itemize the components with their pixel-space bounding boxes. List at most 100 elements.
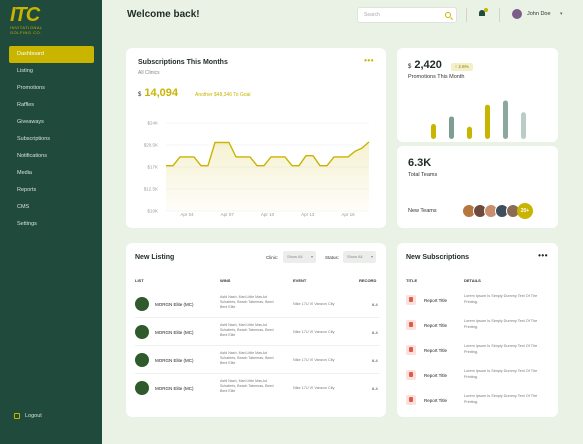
column-header-wins[interactable]: WINS: [220, 278, 231, 283]
clinic-filter-select[interactable]: Show All ▾: [283, 251, 316, 263]
column-header-event[interactable]: EVENT: [293, 278, 307, 283]
header-divider: [499, 8, 500, 22]
row-event: Nike 17U VI Vanzon City: [293, 330, 335, 334]
row-record: 6-4: [372, 330, 378, 335]
list-item[interactable]: Report Title Lorem Ipsum Is Simply Dummy…: [406, 363, 551, 388]
list-item[interactable]: Report Title Lorem Ipsum Is Simply Dummy…: [406, 313, 551, 338]
row-record: 6-4: [372, 358, 378, 363]
sidebar-item-dashboard[interactable]: Dashboard: [9, 46, 94, 63]
table-row[interactable]: MORGN Elite (MC) Asfd Nash, Mari Little …: [135, 292, 380, 318]
sidebar-item-promotions[interactable]: Promotions: [17, 85, 45, 91]
row-name: MORGN Elite (MC): [155, 358, 194, 363]
promotions-bar: [521, 112, 526, 139]
y-tick-label: $24K: [147, 121, 158, 126]
subscriptions-value-row: $ 14,094 Another $48,346 To Goal: [138, 87, 251, 99]
clinic-filter-value: Show All: [287, 254, 303, 259]
sidebar-item-raffles[interactable]: Raffles: [17, 102, 35, 108]
promotions-bar-chart: [431, 100, 526, 139]
status-filter-label: Status:: [325, 255, 340, 260]
subscriptions-title: Subscriptions This Months: [138, 59, 228, 66]
user-name[interactable]: John Doe: [527, 11, 551, 17]
subscriptions-goal: Another $48,346 To Goal: [195, 92, 251, 98]
sidebar-item-listing[interactable]: Listing: [17, 68, 33, 74]
new-teams-label: New Teams: [408, 208, 437, 214]
promotions-bar: [449, 116, 454, 139]
y-tick-label: $20.5K: [144, 143, 158, 148]
sidebar-item-settings[interactable]: Settings: [17, 221, 37, 227]
avatar: [135, 297, 149, 311]
sidebar-item-reports[interactable]: Reports: [17, 187, 37, 193]
sidebar-item-giveaways[interactable]: Giveaways: [17, 119, 44, 125]
table-row[interactable]: MORGN Elite (MC) Asfd Nash, Mari Little …: [135, 376, 380, 402]
list-item[interactable]: Report Title Lorem Ipsum Is Simply Dummy…: [406, 388, 551, 413]
logout-button[interactable]: Logout: [14, 413, 42, 419]
report-detail: Lorem Ipsum Is Simply Dummy Text Of The …: [464, 394, 538, 404]
avatar[interactable]: [512, 9, 522, 19]
promotions-value-row: $ 2,420 ↑ 2.6%: [408, 59, 473, 71]
subscriptions-chart: $24K $20.5K $17K $12.5K $10K Apr 04 Apr 07 Apr …: [144, 121, 370, 217]
chevron-down-icon[interactable]: ▾: [560, 11, 563, 17]
sidebar-item-cms[interactable]: CMS: [17, 204, 30, 210]
row-name: MORGN Elite (MC): [155, 386, 194, 391]
search-placeholder: Search: [364, 12, 380, 18]
x-tick-label: Apr 04: [180, 212, 194, 217]
x-tick-label: Apr 07: [221, 212, 235, 217]
chevron-down-icon: ▾: [310, 254, 313, 259]
y-tick-label: $10K: [147, 209, 158, 214]
chevron-down-icon: ▾: [370, 254, 373, 259]
sidebar-item-subscriptions[interactable]: Subscriptions: [17, 136, 51, 142]
bell-icon[interactable]: [478, 8, 488, 18]
top-header: Welcome back! Search John Doe ▾: [102, 0, 583, 30]
table-row[interactable]: MORGN Elite (MC) Asfd Nash, Mari Little …: [135, 348, 380, 374]
list-item[interactable]: Report Title Lorem Ipsum Is Simply Dummy…: [406, 288, 551, 313]
new-subscriptions-card: New Subscriptions ••• TITLE DETAILS Repo…: [397, 243, 558, 417]
column-header-title[interactable]: TITLE: [406, 278, 418, 283]
promotions-bar: [503, 100, 508, 139]
currency-symbol: $: [408, 64, 412, 70]
x-tick-label: Apr 16: [341, 212, 355, 217]
column-header-record[interactable]: RECORD: [359, 278, 377, 283]
search-input[interactable]: Search: [357, 7, 457, 23]
chart-area-fill: [166, 141, 369, 211]
column-header-list[interactable]: LIST: [135, 278, 144, 283]
new-listing-card: New Listing Clinic: Show All ▾ Status: S…: [126, 243, 386, 417]
sidebar-item-media[interactable]: Media: [17, 170, 32, 176]
list-item[interactable]: Report Title Lorem Ipsum Is Simply Dummy…: [406, 338, 551, 363]
more-options-icon[interactable]: •••: [538, 251, 548, 260]
pdf-file-icon: [406, 320, 416, 330]
pdf-file-icon: [406, 345, 416, 355]
promotions-card: $ 2,420 ↑ 2.6% Promotions This Month: [397, 48, 558, 142]
row-wins: Asfd Nash, Mari Little Mas-kd Schaferts,…: [220, 379, 274, 393]
more-teams-badge[interactable]: 20+: [517, 203, 533, 219]
pdf-file-icon: [406, 370, 416, 380]
row-wins: Asfd Nash, Mari Little Mas-kd Schaferts,…: [220, 351, 274, 365]
row-wins: Asfd Nash, Mari Little Mas-kd Schaferts,…: [220, 323, 274, 337]
sidebar-item-notifications[interactable]: Notifications: [17, 153, 47, 159]
promotions-bar: [431, 123, 436, 139]
column-header-details[interactable]: DETAILS: [464, 278, 481, 283]
promotions-label: Promotions This Month: [408, 74, 465, 80]
teams-label: Total Teams: [408, 172, 438, 178]
subscriptions-card: Subscriptions This Months ••• All Clinic…: [126, 48, 386, 228]
promotions-bar: [467, 126, 472, 139]
x-tick-label: Apr 13: [301, 212, 315, 217]
clinic-filter-label: Clinic:: [266, 255, 279, 260]
search-icon[interactable]: [445, 12, 451, 18]
sidebar: ITC INVITATIONAL GOLFING CO. Dashboard L…: [0, 0, 102, 444]
row-name: MORGN Elite (MC): [155, 330, 194, 335]
row-name: MORGN Elite (MC): [155, 302, 194, 307]
logo-subtitle: INVITATIONAL GOLFING CO.: [10, 25, 43, 35]
row-wins: Asfd Nash, Mari Little Mas-kd Schaferts,…: [220, 295, 274, 309]
table-row[interactable]: MORGN Elite (MC) Asfd Nash, Mari Little …: [135, 320, 380, 346]
avatar: [135, 353, 149, 367]
report-title: Report Title: [424, 348, 448, 353]
logo-mark: ITC: [10, 4, 40, 26]
y-tick-label: $12.5K: [144, 187, 158, 192]
status-filter-select[interactable]: Show All ▾: [343, 251, 376, 263]
report-title: Report Title: [424, 398, 448, 403]
brand-logo[interactable]: ITC INVITATIONAL GOLFING CO.: [10, 5, 58, 35]
report-title: Report Title: [424, 298, 448, 303]
promotions-bar: [485, 104, 490, 139]
report-detail: Lorem Ipsum Is Simply Dummy Text Of The …: [464, 294, 538, 304]
more-options-icon[interactable]: •••: [364, 56, 374, 65]
